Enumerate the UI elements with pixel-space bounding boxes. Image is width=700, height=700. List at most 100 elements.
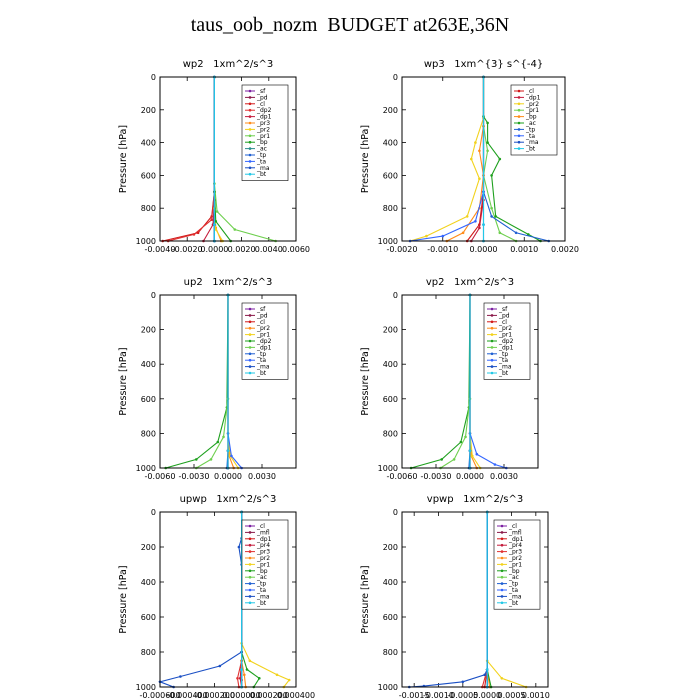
legend-marker bbox=[517, 89, 521, 93]
series-line bbox=[469, 295, 481, 469]
legend-marker bbox=[490, 314, 494, 317]
chart-panel: up2 1xm^2/s^3 Pressure [hPa] 0 200 400 600 800… bbox=[118, 277, 297, 481]
legend-label: _ma bbox=[508, 593, 522, 600]
data-point bbox=[243, 673, 246, 677]
legend-marker bbox=[248, 89, 252, 93]
legend-marker bbox=[248, 575, 252, 579]
data-point bbox=[452, 458, 456, 461]
x-tick-label: 0.0010 bbox=[522, 691, 550, 700]
y-tick-label: 1000 bbox=[136, 683, 156, 692]
data-point bbox=[461, 680, 465, 684]
x-tick-label: 0.0000 bbox=[214, 472, 242, 481]
legend-marker bbox=[500, 537, 504, 541]
legend-label: _pr1 bbox=[508, 561, 522, 568]
legend-marker bbox=[248, 326, 252, 330]
data-point bbox=[482, 223, 485, 226]
chart-title: vpwp 1xm^2/s^3 bbox=[427, 494, 523, 505]
data-point bbox=[468, 449, 472, 453]
y-tick-label: 0 bbox=[151, 73, 156, 82]
x-tick-label: 0.0020 bbox=[228, 245, 256, 254]
x-tick-label: -0.0020 bbox=[387, 245, 418, 254]
legend-label: _pr2 bbox=[256, 555, 270, 562]
data-point bbox=[527, 233, 530, 236]
legend-label: _pr1 bbox=[525, 107, 539, 114]
y-tick-label: 600 bbox=[383, 395, 398, 404]
chart-panel: vpwp 1xm^2/s^3 Pressure [hPa] 0 200 400 600 80… bbox=[360, 494, 550, 700]
y-tick-label: 200 bbox=[383, 326, 398, 335]
data-point bbox=[215, 210, 219, 213]
legend-marker bbox=[517, 121, 521, 125]
legend-marker bbox=[248, 531, 252, 534]
legend-marker bbox=[500, 575, 504, 579]
data-point bbox=[441, 234, 445, 238]
legend-marker bbox=[248, 147, 252, 150]
x-tick-label: 0.0000 bbox=[470, 245, 498, 254]
legend-label: _pr1 bbox=[256, 133, 270, 140]
data-point bbox=[287, 678, 291, 682]
x-tick-label: 0.0000 bbox=[456, 472, 484, 481]
legend-marker bbox=[248, 128, 252, 131]
legend-label: _bt bbox=[508, 600, 519, 607]
x-tick-label: 0.0030 bbox=[248, 472, 276, 481]
legend-label: _tp bbox=[256, 152, 266, 159]
legend-label: _tp bbox=[508, 581, 518, 588]
legend-marker bbox=[490, 365, 494, 368]
legend-marker bbox=[490, 339, 494, 343]
y-tick-label: 1000 bbox=[378, 237, 398, 246]
x-tick-label: -0.0015 bbox=[399, 691, 430, 700]
y-tick-label: 800 bbox=[383, 429, 398, 438]
chart-title: wp3 1xm^{3} s^{-4} bbox=[424, 59, 543, 70]
data-point bbox=[425, 234, 428, 238]
legend-label: _ma bbox=[256, 165, 270, 172]
figure-title: taus_oob_nozm BUDGET at263E,36N bbox=[190, 14, 510, 36]
legend-marker bbox=[248, 172, 252, 176]
x-tick-label: -0.0005 bbox=[447, 691, 478, 700]
legend-label: _pr1 bbox=[498, 332, 512, 339]
data-point bbox=[213, 223, 216, 226]
data-point bbox=[192, 233, 196, 236]
data-point bbox=[179, 675, 182, 678]
chart-panel: upwp 1xm^2/s^3 Pressure [hPa] 0 200 400 600 80… bbox=[118, 494, 315, 700]
y-tick-label: 800 bbox=[383, 648, 398, 657]
x-tick-label: -0.0060 bbox=[145, 472, 176, 481]
legend-label: _ta bbox=[256, 357, 266, 364]
chart-title: up2 1xm^2/s^3 bbox=[184, 277, 273, 288]
legend-label: _cl bbox=[508, 523, 517, 530]
y-tick-label: 0 bbox=[393, 508, 398, 517]
y-tick-label: 200 bbox=[141, 543, 156, 552]
y-tick-label: 800 bbox=[383, 204, 398, 213]
y-tick-label: 400 bbox=[383, 578, 398, 587]
legend-label: _cl bbox=[525, 88, 534, 95]
x-tick-label: 0.0010 bbox=[510, 245, 538, 254]
legend-label: _ma bbox=[256, 593, 270, 600]
data-point bbox=[474, 141, 477, 144]
legend-box bbox=[241, 84, 289, 181]
x-tick-label: -0.0060 bbox=[387, 472, 418, 481]
legend-label: _tp bbox=[498, 351, 508, 358]
legend-marker bbox=[248, 588, 252, 592]
legend-label: _pr4 bbox=[508, 542, 522, 549]
legend-label: _mfl bbox=[256, 529, 270, 536]
data-point bbox=[514, 231, 518, 235]
x-tick-label: 0.0000 bbox=[473, 691, 501, 700]
legend-marker bbox=[248, 121, 252, 125]
legend-marker bbox=[500, 595, 504, 598]
legend-label: _bt bbox=[256, 370, 267, 377]
chart-title: wp2 1xm^2/s^3 bbox=[183, 59, 274, 70]
y-tick-label: 0 bbox=[393, 73, 398, 82]
plot-frame bbox=[401, 294, 539, 469]
series-line bbox=[409, 77, 485, 242]
chart-panel: vp2 1xm^2/s^3 Pressure [hPa] 0 200 400 600 800… bbox=[360, 277, 539, 481]
legend-label: _ta bbox=[256, 587, 266, 594]
plot-frame bbox=[159, 294, 297, 469]
y-tick-label: 1000 bbox=[136, 464, 156, 473]
y-tick-label: 800 bbox=[141, 429, 156, 438]
legend-marker bbox=[248, 108, 252, 112]
legend-label: _mfl bbox=[508, 529, 522, 536]
y-tick-label: 200 bbox=[141, 106, 156, 115]
legend-label: _bt bbox=[256, 171, 267, 178]
data-point bbox=[218, 664, 222, 668]
legend-label: _ma bbox=[525, 139, 539, 146]
x-tick-label: -0.0030 bbox=[421, 472, 452, 481]
legend-label: _cl bbox=[256, 523, 265, 530]
